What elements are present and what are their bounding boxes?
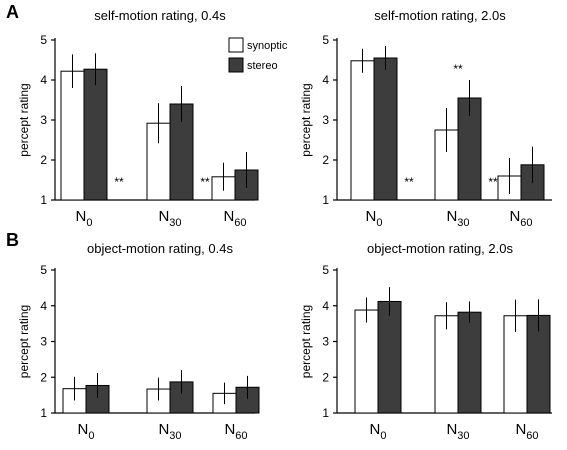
- y-tick-label: 2: [40, 153, 47, 167]
- x-tick-label: N30: [158, 208, 181, 229]
- x-tick-label: N60: [509, 208, 532, 229]
- x-tick-label: N30: [158, 421, 181, 442]
- significance-marker: **: [200, 175, 210, 189]
- chart-title: object-motion rating, 2.0s: [367, 241, 513, 256]
- y-tick-label: 5: [40, 263, 47, 277]
- x-tick-label: N0: [370, 421, 387, 442]
- bar-stereo-N30: [457, 311, 482, 414]
- y-tick-label: 5: [322, 263, 329, 277]
- bar-stereo-N0: [377, 300, 402, 414]
- panel-label-b: B: [6, 230, 19, 250]
- chart-title: self-motion rating, 0.4s: [94, 8, 226, 23]
- y-tick-label: 3: [322, 335, 329, 349]
- y-axis-label: percept rating: [17, 83, 31, 156]
- x-tick-label: N0: [76, 208, 93, 229]
- legend-swatch-stereo: [228, 57, 244, 73]
- y-tick-label: 1: [322, 193, 329, 207]
- bar-synoptic-N0: [354, 309, 379, 414]
- x-tick-label: N60: [224, 421, 247, 442]
- y-tick-label: 2: [322, 153, 329, 167]
- y-tick-label: 4: [322, 299, 329, 313]
- y-tick-label: 5: [322, 33, 329, 47]
- bar-stereo-N0: [373, 57, 398, 201]
- bar-synoptic-N30: [434, 315, 459, 414]
- significance-marker: **: [114, 175, 124, 189]
- y-tick-label: 4: [322, 73, 329, 87]
- chart-title: self-motion rating, 2.0s: [374, 8, 506, 23]
- bar-synoptic-N0: [350, 60, 375, 201]
- y-axis-label: percept rating: [299, 305, 313, 378]
- y-tick-label: 4: [40, 73, 47, 87]
- chart-self-motion-0-4s: self-motion rating, 0.4s percept rating 1 2…: [17, 8, 259, 229]
- y-tick-label: 2: [322, 370, 329, 384]
- chart-object-motion-0-4s: object-motion rating, 0.4s percept rating…: [17, 241, 260, 442]
- y-tick-label: 4: [40, 299, 47, 313]
- y-tick-label: 3: [322, 113, 329, 127]
- chart-title: object-motion rating, 0.4s: [87, 241, 233, 256]
- x-tick-label: N0: [78, 421, 95, 442]
- y-tick-label: 3: [40, 113, 47, 127]
- x-tick-label: N30: [446, 208, 469, 229]
- legend: synoptic stereo: [228, 37, 288, 73]
- significance-marker: **: [404, 175, 414, 189]
- x-tick-label: N30: [446, 421, 469, 442]
- x-tick-label: N0: [366, 208, 383, 229]
- panel-label-a: A: [6, 2, 19, 22]
- legend-swatch-synoptic: [228, 37, 244, 53]
- bar-synoptic-N0: [60, 70, 85, 201]
- legend-label-stereo: stereo: [247, 60, 278, 72]
- significance-marker: **: [453, 62, 463, 76]
- y-axis-label: percept rating: [299, 83, 313, 156]
- bar-stereo-N0: [83, 68, 108, 201]
- significance-marker: **: [488, 175, 498, 189]
- x-tick-label: N60: [515, 421, 538, 442]
- legend-label-synoptic: synoptic: [247, 40, 288, 52]
- chart-object-motion-2-0s: object-motion rating, 2.0s percept rating…: [299, 241, 552, 442]
- chart-self-motion-2-0s: self-motion rating, 2.0s percept rating 1 2…: [299, 8, 552, 229]
- x-tick-label: N60: [223, 208, 246, 229]
- y-tick-label: 3: [40, 335, 47, 349]
- y-axis-label: percept rating: [17, 305, 31, 378]
- y-tick-label: 1: [40, 406, 47, 420]
- y-tick-label: 1: [322, 406, 329, 420]
- y-tick-label: 1: [40, 193, 47, 207]
- y-tick-label: 5: [40, 33, 47, 47]
- y-tick-label: 2: [40, 370, 47, 384]
